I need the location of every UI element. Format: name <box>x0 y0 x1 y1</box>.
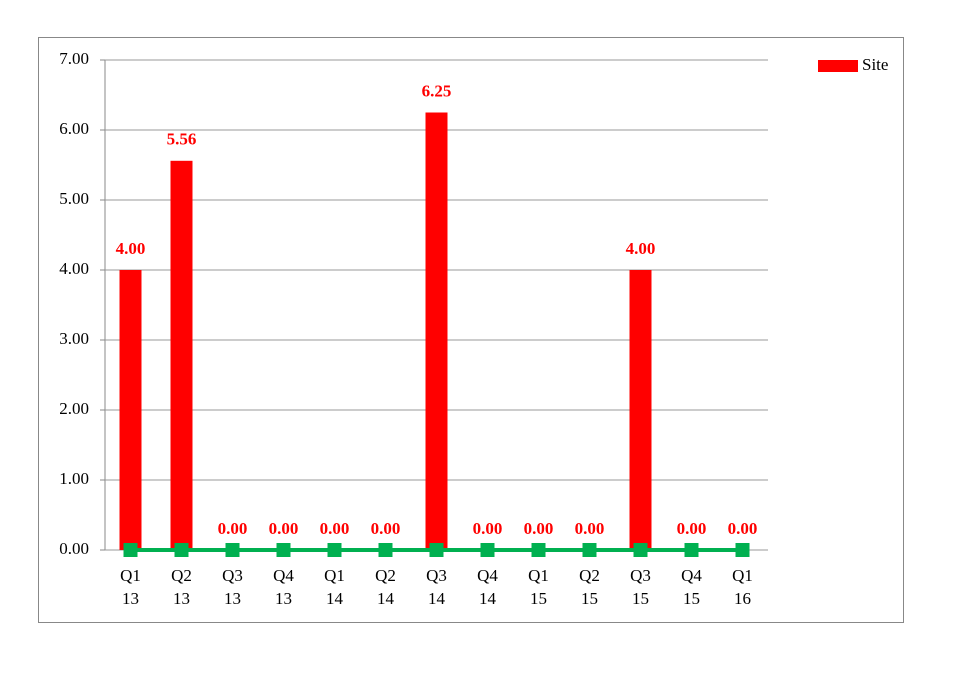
x-tick-label: Q4 <box>273 566 294 585</box>
x-tick-label: 14 <box>326 589 344 608</box>
line-marker <box>531 543 546 557</box>
y-tick-label: 6.00 <box>59 119 89 138</box>
x-tick-label: Q3 <box>630 566 651 585</box>
value-label: 0.00 <box>269 519 299 538</box>
line-marker <box>480 543 495 557</box>
line-marker <box>429 543 444 557</box>
x-tick-label: Q4 <box>477 566 498 585</box>
y-tick-label: 3.00 <box>59 329 89 348</box>
x-tick-label: 15 <box>530 589 547 608</box>
line-marker <box>735 543 750 557</box>
line-marker <box>174 543 189 557</box>
value-label: 5.56 <box>167 130 197 149</box>
value-label: 0.00 <box>371 519 401 538</box>
y-tick-label: 0.00 <box>59 539 89 558</box>
x-tick-label: Q2 <box>579 566 600 585</box>
x-tick-label: 14 <box>479 589 497 608</box>
x-tick-label: Q1 <box>120 566 141 585</box>
bar <box>170 160 193 551</box>
y-tick-label: 2.00 <box>59 399 89 418</box>
x-tick-label: 14 <box>428 589 446 608</box>
value-label: 4.00 <box>626 239 656 258</box>
x-tick-label: Q3 <box>426 566 447 585</box>
bar <box>425 112 448 550</box>
line-marker <box>225 543 240 557</box>
x-tick-label: 16 <box>734 589 751 608</box>
y-tick-label: 5.00 <box>59 189 89 208</box>
value-label: 0.00 <box>677 519 707 538</box>
x-tick-label: Q1 <box>732 566 753 585</box>
x-tick-label: Q4 <box>681 566 702 585</box>
x-tick-label: Q1 <box>528 566 549 585</box>
x-tick-label: 13 <box>275 589 292 608</box>
line-marker <box>378 543 393 557</box>
value-label: 0.00 <box>575 519 605 538</box>
x-tick-label: 15 <box>683 589 700 608</box>
line-marker <box>684 543 699 557</box>
x-tick-label: 15 <box>632 589 649 608</box>
y-tick-label: 7.00 <box>59 49 89 68</box>
line-marker <box>327 543 342 557</box>
line-marker <box>276 543 291 557</box>
value-label: 0.00 <box>218 519 248 538</box>
value-label: 0.00 <box>728 519 758 538</box>
y-tick-label: 4.00 <box>59 259 89 278</box>
legend-label: Site <box>862 55 888 74</box>
line-marker <box>633 543 648 557</box>
value-label: 6.25 <box>422 81 452 100</box>
bar <box>119 270 142 550</box>
x-tick-label: 15 <box>581 589 598 608</box>
line-marker <box>123 543 138 557</box>
line-marker <box>582 543 597 557</box>
x-tick-label: Q1 <box>324 566 345 585</box>
chart-border <box>38 37 904 623</box>
legend-swatch <box>818 60 858 72</box>
x-tick-label: Q3 <box>222 566 243 585</box>
x-tick-label: 13 <box>173 589 190 608</box>
value-label: 0.00 <box>473 519 503 538</box>
x-tick-label: Q2 <box>171 566 192 585</box>
value-label: 0.00 <box>524 519 554 538</box>
x-tick-label: 13 <box>224 589 241 608</box>
value-label: 4.00 <box>116 239 146 258</box>
bar <box>629 270 652 550</box>
value-label: 0.00 <box>320 519 350 538</box>
x-tick-label: Q2 <box>375 566 396 585</box>
x-tick-label: 14 <box>377 589 395 608</box>
x-tick-label: 13 <box>122 589 139 608</box>
y-tick-label: 1.00 <box>59 469 89 488</box>
